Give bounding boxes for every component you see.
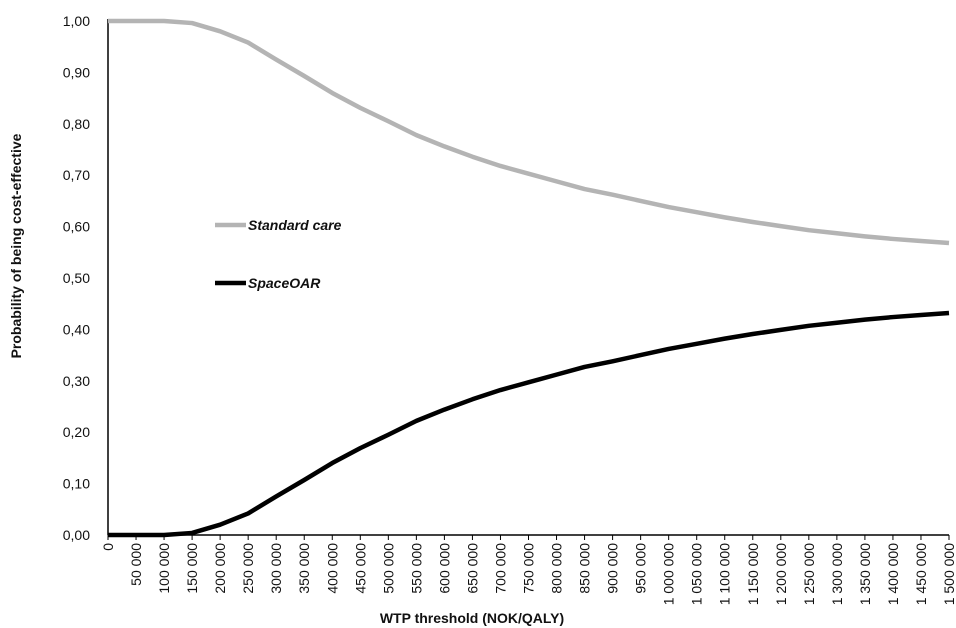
x-tick-label: 900 000 [605,543,621,594]
x-tick-label: 1 250 000 [801,543,817,605]
x-tick-label: 1 400 000 [885,543,901,605]
series-line [108,310,950,538]
x-tick-label: 500 000 [380,543,396,594]
y-tick-label: 0,60 [63,219,90,235]
legend: Standard care SpaceOAR [215,217,342,291]
series-line [108,18,950,246]
y-tick-label: 0,30 [63,373,90,389]
x-tick-label: 450 000 [352,543,368,594]
x-tick-label: 800 000 [549,543,565,594]
axes: 0,00 0,10 0,20 0,30 0,40 0,50 0,60 0,70 0,80 0,90… [63,13,956,605]
x-tick-label: 600 000 [436,543,452,594]
legend-label: SpaceOAR [248,275,321,291]
x-tick-label: 200 000 [212,543,228,594]
y-tick-label: 0,70 [63,167,90,183]
x-tick-label: 350 000 [296,543,312,594]
x-tick-label: 1 450 000 [913,543,929,605]
y-tick-label: 0,90 [63,64,90,80]
y-tick-label: 1,00 [63,13,90,29]
y-axis-title: Probability of being cost-effective [8,133,24,358]
x-tick-label: 750 000 [521,543,537,594]
series-lines [108,18,950,538]
y-tick-label: 0,80 [63,116,90,132]
x-tick-label: 1 100 000 [717,543,733,605]
x-tick-label: 1 000 000 [661,543,677,605]
x-tick-label: 150 000 [184,543,200,594]
y-tick-label: 0,00 [63,527,90,543]
x-tick-label: 1 200 000 [773,543,789,605]
x-tick-label: 1 500 000 [941,543,956,605]
y-tick-label: 0,50 [63,270,90,286]
legend-label: Standard care [248,217,342,233]
x-tick-label: 300 000 [268,543,284,594]
x-tick-label: 1 050 000 [689,543,705,605]
x-tick-label: 700 000 [492,543,508,594]
x-tick-label: 1 150 000 [745,543,761,605]
x-tick-label: 650 000 [464,543,480,594]
x-tick-label: 400 000 [324,543,340,594]
x-tick-label: 100 000 [156,543,172,594]
x-tick-label: 250 000 [240,543,256,594]
x-tick-label: 850 000 [577,543,593,594]
x-axis-title: WTP threshold (NOK/QALY) [380,610,564,626]
x-tick-label: 1 300 000 [829,543,845,605]
y-tick-label: 0,40 [63,321,90,337]
x-tick-label: 1 350 000 [857,543,873,605]
y-tick-label: 0,20 [63,424,90,440]
x-tick-label: 950 000 [633,543,649,594]
x-tick-label: 550 000 [408,543,424,594]
x-tick-label: 0 [100,543,116,551]
y-tick-label: 0,10 [63,476,90,492]
x-tick-label: 50 000 [128,543,144,586]
